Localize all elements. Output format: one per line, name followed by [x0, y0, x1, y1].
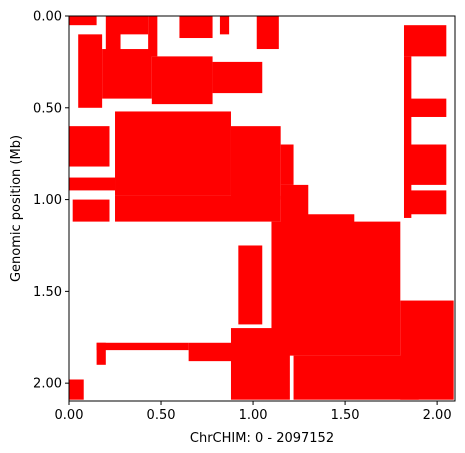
x-tick-label: 2.00: [423, 408, 452, 423]
y-tick-label: 0.50: [33, 101, 62, 116]
x-tick-label: 0.00: [55, 408, 84, 423]
heatmap-block: [219, 16, 230, 35]
y-tick-label: 0.00: [33, 10, 62, 25]
heatmap-block: [293, 355, 419, 400]
heatmap-block: [188, 342, 244, 362]
heatmap-block: [256, 16, 279, 50]
heatmap-block: [78, 34, 103, 108]
heatmap-block: [115, 195, 281, 222]
y-tick-label: 2.00: [33, 377, 62, 392]
heatmap-block: [115, 111, 231, 196]
heatmap-block: [102, 49, 152, 99]
y-tick-label: 1.00: [33, 193, 62, 208]
heatmap-block: [271, 221, 401, 356]
heatmap-block: [403, 98, 447, 117]
x-tick-label: 1.50: [331, 408, 360, 423]
heatmap-block: [230, 328, 290, 400]
y-axis-label: Genomic position (Mb): [9, 135, 24, 282]
heatmap-block: [105, 16, 121, 53]
heatmap-block: [179, 16, 213, 39]
heatmap-block: [403, 190, 447, 215]
plot-frame: [68, 15, 456, 402]
heatmap-block: [280, 144, 294, 185]
x-axis: 0.00 0.50 1.00 1.50 2.00: [55, 401, 452, 423]
heatmap-block: [96, 342, 106, 365]
heatmap-block: [69, 16, 97, 26]
x-tick-label: 0.50: [147, 408, 176, 423]
heatmap-block: [403, 25, 447, 57]
heatmap-block: [72, 199, 110, 222]
y-axis: 0.00 0.50 1.00 1.50 2.00: [33, 10, 69, 392]
heatmap-block: [69, 177, 116, 191]
x-axis-label: ChrCHIM: 0 - 2097152: [190, 431, 334, 446]
x-tick-label: 1.00: [239, 408, 268, 423]
heatmap-block: [69, 126, 110, 167]
heatmap-block: [403, 56, 412, 218]
heatmap-block: [96, 342, 189, 351]
heatmap-block: [151, 56, 213, 105]
heatmap-block: [148, 16, 158, 57]
y-tick-label: 1.50: [33, 285, 62, 300]
heatmap-block: [238, 245, 263, 325]
heatmap-block: [212, 61, 263, 94]
heatmap-block: [69, 379, 84, 400]
heatmap-cells: [69, 16, 454, 400]
heatmap-block: [118, 16, 149, 35]
heatmap-block: [230, 126, 281, 200]
